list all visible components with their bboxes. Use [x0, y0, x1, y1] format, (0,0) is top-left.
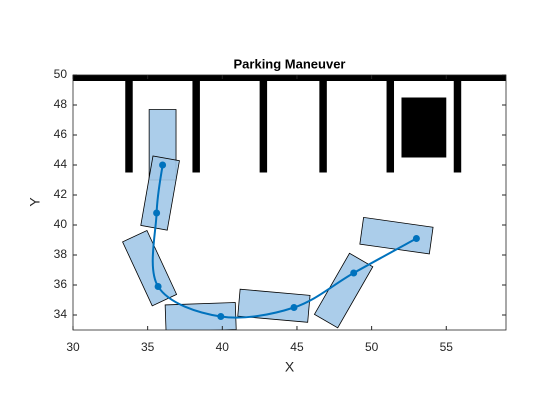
waypoint	[154, 283, 162, 290]
obstacle	[386, 81, 395, 173]
obstacle	[259, 81, 268, 173]
y-tick-label: 42	[54, 187, 68, 201]
vehicle-box	[140, 155, 180, 231]
vehicle-box	[164, 302, 237, 330]
vehicle-box	[122, 229, 178, 307]
chart-title: Parking Maneuver	[234, 56, 346, 71]
x-tick-label: 40	[216, 340, 230, 354]
y-tick-label: 38	[54, 247, 68, 261]
obstacle	[453, 81, 462, 173]
waypoint	[290, 304, 298, 311]
plot-area	[73, 75, 506, 330]
y-tick-label: 40	[54, 217, 68, 231]
axes-box	[72, 74, 507, 331]
y-tick-label: 44	[54, 157, 68, 171]
x-tick-label: 30	[66, 340, 80, 354]
x-tick-label: 55	[440, 340, 454, 354]
x-tick-label: 35	[141, 340, 155, 354]
y-tick-label: 34	[54, 307, 68, 321]
waypoint	[350, 269, 358, 277]
vehicle-box	[237, 288, 311, 323]
waypoint	[217, 313, 225, 320]
waypoint	[153, 209, 161, 217]
obstacle	[73, 75, 506, 81]
obstacle	[125, 81, 133, 173]
y-tick-label: 46	[54, 127, 68, 141]
y-tick-label: 36	[54, 277, 68, 291]
waypoint	[159, 161, 167, 169]
y-tick-label: 48	[54, 97, 68, 111]
x-tick-label: 50	[365, 340, 379, 354]
obstacle	[192, 81, 200, 173]
waypoint	[412, 235, 420, 242]
vehicle-box	[359, 216, 434, 255]
obstacle	[319, 81, 327, 173]
y-axis-label: Y	[27, 197, 43, 207]
vehicle-box	[313, 252, 374, 329]
x-tick-label: 45	[290, 340, 304, 354]
y-tick-label: 50	[54, 67, 68, 81]
x-axis-label: X	[285, 359, 295, 375]
obstacle	[401, 97, 447, 158]
